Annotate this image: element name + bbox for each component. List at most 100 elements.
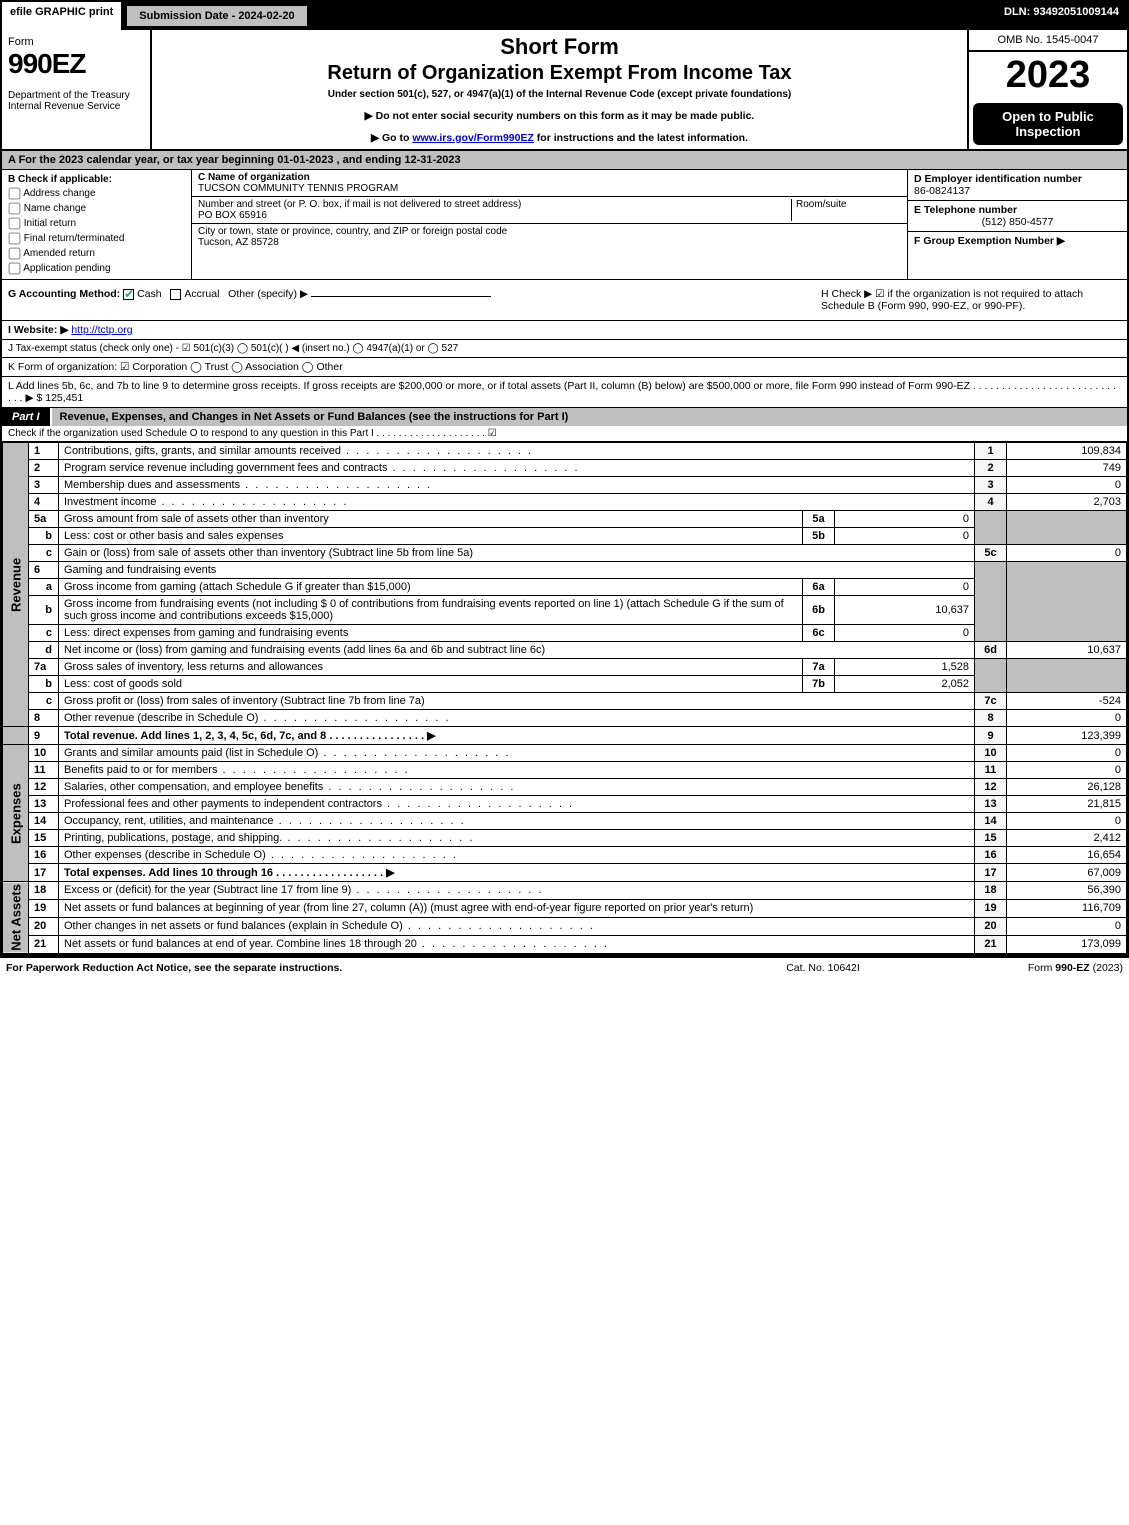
part-1-table: Revenue 1Contributions, gifts, grants, a…: [2, 442, 1127, 954]
line-10-amt: 0: [1007, 745, 1127, 762]
section-k: K Form of organization: ☑ Corporation ◯ …: [2, 358, 1127, 377]
column-c: C Name of organization TUCSON COMMUNITY …: [192, 170, 907, 279]
irs-link[interactable]: www.irs.gov/Form990EZ: [412, 132, 534, 144]
dln-label: DLN: 93492051009144: [996, 2, 1127, 30]
top-bar: efile GRAPHIC print Submission Date - 20…: [2, 2, 1127, 30]
line-19-amt: 116,709: [1007, 899, 1127, 917]
ein-label: D Employer identification number: [914, 173, 1121, 185]
chk-accrual[interactable]: [170, 289, 181, 300]
form-number: 990EZ: [8, 48, 144, 80]
line-6a-amt: 0: [835, 579, 975, 596]
column-b: B Check if applicable: Address change Na…: [2, 170, 192, 279]
org-city: Tucson, AZ 85728: [198, 237, 279, 248]
line-16-desc: Other expenses (describe in Schedule O): [59, 847, 975, 864]
line-7b-amt: 2,052: [835, 676, 975, 693]
section-g-h: G Accounting Method: Cash Accrual Other …: [2, 280, 1127, 321]
chk-address-change[interactable]: Address change: [8, 187, 185, 200]
part-1-header: Part I Revenue, Expenses, and Changes in…: [2, 408, 1127, 426]
line-7b-desc: Less: cost of goods sold: [59, 676, 803, 693]
form-word: Form: [8, 36, 144, 48]
form-page: efile GRAPHIC print Submission Date - 20…: [0, 0, 1129, 956]
line-15-amt: 2,412: [1007, 830, 1127, 847]
line-6c-desc: Less: direct expenses from gaming and fu…: [59, 625, 803, 642]
column-def: D Employer identification number 86-0824…: [907, 170, 1127, 279]
section-j: J Tax-exempt status (check only one) - ☑…: [2, 340, 1127, 358]
line-11-desc: Benefits paid to or for members: [59, 762, 975, 779]
ssn-warning: ▶ Do not enter social security numbers o…: [160, 110, 959, 122]
line-12-amt: 26,128: [1007, 779, 1127, 796]
chk-amended-return[interactable]: Amended return: [8, 247, 185, 260]
line-13-desc: Professional fees and other payments to …: [59, 796, 975, 813]
form-subtitle: Under section 501(c), 527, or 4947(a)(1)…: [160, 89, 959, 100]
line-4-amt: 2,703: [1007, 494, 1127, 511]
tax-year: 2023: [969, 52, 1127, 99]
form-title-1: Short Form: [160, 34, 959, 60]
line-14-desc: Occupancy, rent, utilities, and maintena…: [59, 813, 975, 830]
line-20-desc: Other changes in net assets or fund bala…: [59, 917, 975, 935]
page-footer: For Paperwork Reduction Act Notice, see …: [0, 956, 1129, 978]
line-6d-desc: Net income or (loss) from gaming and fun…: [59, 642, 975, 659]
line-1-amt: 109,834: [1007, 443, 1127, 460]
website-label: I Website: ▶: [8, 324, 68, 336]
form-header: Form 990EZ Department of the Treasury In…: [2, 30, 1127, 151]
website-link[interactable]: http://tctp.org: [71, 324, 132, 336]
line-3-amt: 0: [1007, 477, 1127, 494]
line-16-amt: 16,654: [1007, 847, 1127, 864]
line-6-desc: Gaming and fundraising events: [59, 562, 975, 579]
line-5a-amt: 0: [835, 511, 975, 528]
line-15-desc: Printing, publications, postage, and shi…: [59, 830, 975, 847]
line-6b-amt: 10,637: [835, 596, 975, 625]
name-label: C Name of organization: [198, 172, 310, 183]
chk-application-pending[interactable]: Application pending: [8, 262, 185, 275]
sidebar-net-assets: Net Assets: [3, 882, 29, 954]
chk-final-return[interactable]: Final return/terminated: [8, 232, 185, 245]
line-9-amt: 123,399: [1007, 727, 1127, 745]
line-10-desc: Grants and similar amounts paid (list in…: [59, 745, 975, 762]
room-label: Room/suite: [796, 199, 847, 210]
line-2-desc: Program service revenue including govern…: [59, 460, 975, 477]
line-2-amt: 749: [1007, 460, 1127, 477]
sidebar-expenses: Expenses: [3, 745, 29, 882]
line-7c-amt: -524: [1007, 693, 1127, 710]
line-1-desc: Contributions, gifts, grants, and simila…: [59, 443, 975, 460]
accounting-method-label: G Accounting Method:: [8, 288, 120, 300]
chk-initial-return[interactable]: Initial return: [8, 217, 185, 230]
line-6a-desc: Gross income from gaming (attach Schedul…: [59, 579, 803, 596]
omb-number: OMB No. 1545-0047: [969, 30, 1127, 52]
line-5c-desc: Gain or (loss) from sale of assets other…: [59, 545, 975, 562]
line-21-amt: 173,099: [1007, 935, 1127, 953]
col-b-header: B Check if applicable:: [8, 174, 185, 185]
line-14-amt: 0: [1007, 813, 1127, 830]
line-a: A For the 2023 calendar year, or tax yea…: [2, 151, 1127, 170]
line-8-amt: 0: [1007, 710, 1127, 727]
note2-pre: ▶ Go to: [371, 132, 412, 144]
part-1-title: Revenue, Expenses, and Changes in Net As…: [52, 408, 1127, 426]
line-5c-amt: 0: [1007, 545, 1127, 562]
phone-label: E Telephone number: [914, 204, 1121, 216]
line-7a-desc: Gross sales of inventory, less returns a…: [59, 659, 803, 676]
chk-cash[interactable]: [123, 289, 134, 300]
chk-name-change[interactable]: Name change: [8, 202, 185, 215]
line-17-desc: Total expenses. Add lines 10 through 16 …: [59, 864, 975, 882]
line-19-desc: Net assets or fund balances at beginning…: [59, 899, 975, 917]
instructions-link-line: ▶ Go to www.irs.gov/Form990EZ for instru…: [160, 132, 959, 144]
department-label: Department of the Treasury Internal Reve…: [8, 90, 144, 112]
line-5b-amt: 0: [835, 528, 975, 545]
form-title-2: Return of Organization Exempt From Incom…: [160, 62, 959, 85]
section-h: H Check ▶ ☑ if the organization is not r…: [821, 288, 1121, 312]
submission-date: Submission Date - 2024-02-20: [125, 4, 308, 28]
line-11-amt: 0: [1007, 762, 1127, 779]
line-12-desc: Salaries, other compensation, and employ…: [59, 779, 975, 796]
open-to-public: Open to Public Inspection: [973, 103, 1123, 145]
line-6b-desc: Gross income from fundraising events (no…: [59, 596, 803, 625]
line-18-amt: 56,390: [1007, 882, 1127, 900]
schedule-o-check: Check if the organization used Schedule …: [2, 426, 1127, 442]
line-6d-amt: 10,637: [1007, 642, 1127, 659]
line-13-amt: 21,815: [1007, 796, 1127, 813]
addr-label: Number and street (or P. O. box, if mail…: [198, 199, 521, 210]
part-1-label: Part I: [2, 408, 52, 426]
org-name: TUCSON COMMUNITY TENNIS PROGRAM: [198, 183, 398, 194]
efile-label[interactable]: efile GRAPHIC print: [2, 2, 123, 30]
line-17-amt: 67,009: [1007, 864, 1127, 882]
line-21-desc: Net assets or fund balances at end of ye…: [59, 935, 975, 953]
